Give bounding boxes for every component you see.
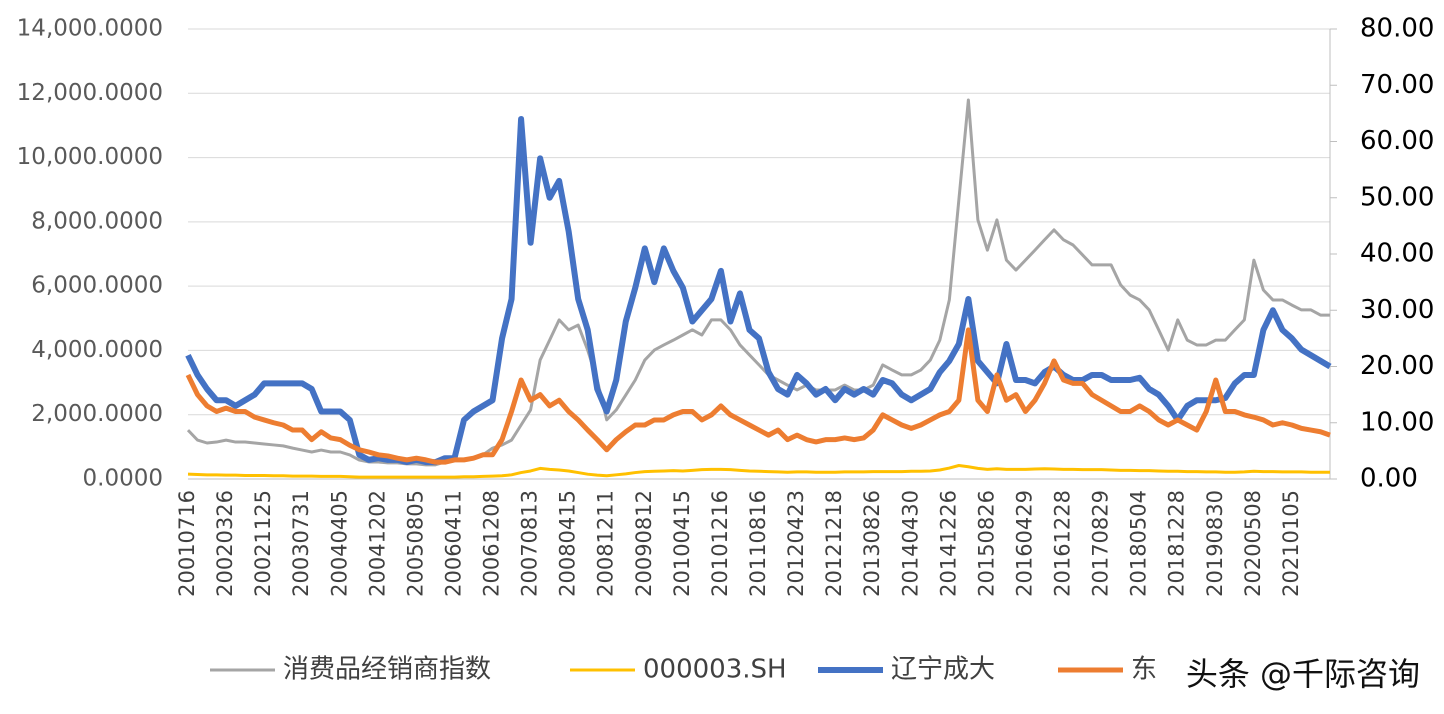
y2-tick-label: 70.00 bbox=[1360, 70, 1434, 100]
y-tick-label: 10,000.0000 bbox=[17, 144, 163, 170]
y2-tick-label: 50.00 bbox=[1360, 182, 1434, 212]
x-tick-label: 20010716 bbox=[175, 490, 199, 597]
x-tick-label: 20210105 bbox=[1279, 490, 1303, 597]
x-tick-label: 20170829 bbox=[1089, 490, 1113, 597]
y2-tick-label: 40.00 bbox=[1360, 239, 1434, 269]
y-tick-label: 6,000.0000 bbox=[31, 273, 163, 299]
x-tick-label: 20190830 bbox=[1203, 490, 1227, 597]
x-tick-label: 20140430 bbox=[898, 490, 922, 597]
y2-tick-label: 20.00 bbox=[1360, 351, 1434, 381]
y2-tick-label: 60.00 bbox=[1360, 126, 1434, 156]
y2-tick-label: 10.00 bbox=[1360, 407, 1434, 437]
x-tick-label: 20110816 bbox=[746, 490, 770, 597]
x-tick-label: 20181228 bbox=[1165, 490, 1189, 597]
x-tick-label: 20090812 bbox=[632, 490, 656, 597]
x-tick-label: 20040405 bbox=[327, 490, 351, 597]
x-tick-label: 20180504 bbox=[1127, 490, 1151, 597]
x-tick-label: 20100415 bbox=[670, 490, 694, 597]
y-tick-label: 14,000.0000 bbox=[17, 16, 163, 42]
x-tick-label: 20070813 bbox=[518, 490, 542, 597]
y-tick-label: 12,000.0000 bbox=[17, 80, 163, 106]
x-tick-label: 20020326 bbox=[213, 490, 237, 597]
legend-label: 消费品经销商指数 bbox=[283, 655, 491, 685]
y2-tick-label: 0.00 bbox=[1360, 464, 1418, 494]
watermark: 头条 @千际咨询 bbox=[1186, 655, 1420, 693]
series-line bbox=[185, 327, 1331, 465]
x-tick-label: 20130826 bbox=[860, 490, 884, 597]
y-tick-label: 2,000.0000 bbox=[31, 401, 163, 427]
x-tick-label: 20021125 bbox=[251, 490, 275, 597]
x-tick-label: 20200508 bbox=[1241, 490, 1265, 597]
x-tick-label: 20101216 bbox=[708, 490, 732, 597]
y2-tick-label: 30.00 bbox=[1360, 295, 1434, 325]
y2-tick-label: 80.00 bbox=[1360, 14, 1434, 44]
series-line bbox=[185, 116, 1332, 466]
legend-label: 辽宁成大 bbox=[891, 655, 995, 685]
x-tick-label: 20030731 bbox=[289, 490, 313, 597]
x-tick-label: 20160429 bbox=[1012, 490, 1036, 597]
legend-label: 东 bbox=[1131, 655, 1157, 685]
x-tick-label: 20121218 bbox=[822, 490, 846, 597]
x-tick-label: 20141226 bbox=[936, 490, 960, 597]
x-tick-label: 20120423 bbox=[784, 490, 808, 597]
x-tick-label: 20150826 bbox=[974, 490, 998, 597]
legend-label: 000003.SH bbox=[643, 655, 787, 685]
x-tick-label: 20081211 bbox=[594, 490, 618, 597]
x-tick-label: 20161228 bbox=[1051, 490, 1075, 597]
x-tick-label: 20080415 bbox=[556, 490, 580, 597]
x-tick-label: 20061208 bbox=[480, 490, 504, 597]
series-line bbox=[187, 464, 1330, 479]
y-tick-label: 4,000.0000 bbox=[31, 337, 163, 363]
y-tick-label: 0.0000 bbox=[83, 466, 163, 492]
x-tick-label: 20060411 bbox=[441, 490, 465, 597]
series-line bbox=[186, 98, 1330, 467]
y-tick-label: 8,000.0000 bbox=[31, 208, 163, 234]
x-tick-label: 20050805 bbox=[403, 490, 427, 597]
x-tick-label: 20041202 bbox=[365, 490, 389, 597]
